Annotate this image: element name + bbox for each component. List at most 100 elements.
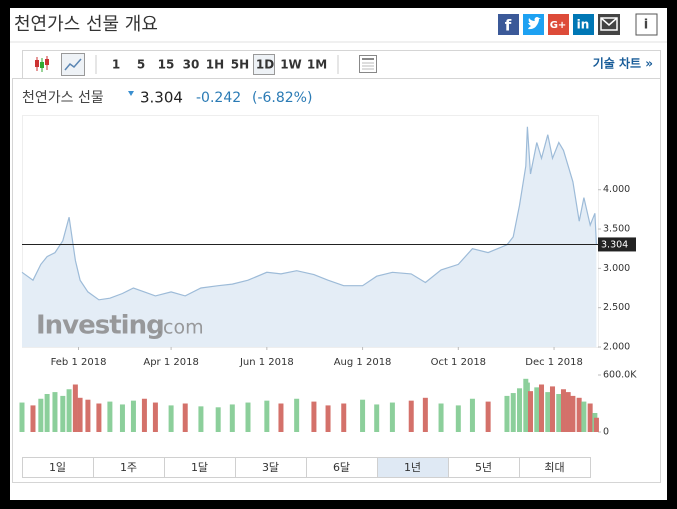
volume-bar [510, 393, 516, 432]
candle-icon[interactable] [35, 56, 49, 72]
y-tick-label: 3.000 [603, 263, 630, 274]
range-label[interactable]: 1일 [49, 460, 66, 474]
interval-button[interactable]: 15 [158, 58, 175, 72]
title: 천연가스 선물 개요 [14, 14, 158, 35]
line-icon-glyph [64, 58, 82, 71]
volume-bar [72, 384, 78, 432]
plot: 2.000 2.500 3.000 3.500 4.000 Feb 1 2018 Apr 1… [19, 115, 637, 438]
last-value-box [598, 237, 636, 252]
volume-bar [182, 403, 188, 432]
chart-frame [12, 78, 661, 483]
last-value-label: 3.304 [601, 239, 628, 250]
range-label[interactable]: 6달 [333, 461, 350, 474]
volume-bar [549, 386, 555, 432]
settings-icon[interactable] [359, 55, 377, 73]
volume-bar [593, 417, 599, 432]
volume-bar [152, 402, 158, 432]
quote-change: -0.242 [196, 90, 241, 106]
price-area [22, 126, 597, 347]
quote-price: 3.304 [140, 89, 183, 107]
price-line [21, 126, 597, 301]
interval-button[interactable]: 1W [280, 58, 302, 72]
volume-bar [85, 399, 91, 432]
volume-bar [198, 406, 204, 432]
line-icon[interactable] [61, 53, 85, 76]
volume-bar [311, 401, 317, 432]
interval-button[interactable]: 5 [137, 58, 145, 72]
volume-bar [30, 405, 36, 432]
volume-bar [245, 402, 251, 432]
interval-button[interactable]: 30 [183, 58, 200, 72]
volume-bar [60, 395, 66, 432]
volume-bar [278, 403, 284, 432]
info-label: i [644, 18, 648, 33]
volume-bar [587, 403, 593, 432]
volume-bar [389, 402, 395, 432]
volume-bar [19, 402, 25, 432]
range-button[interactable] [519, 457, 591, 478]
volume-bar [44, 394, 50, 432]
range-label[interactable]: 5년 [475, 461, 492, 474]
facebook[interactable] [498, 14, 519, 35]
volume-bar [325, 405, 331, 432]
volume-bar [422, 397, 428, 432]
volume-bar [294, 398, 300, 432]
volume-tick-label: 0 [603, 427, 609, 438]
volume-bar [168, 405, 174, 432]
email-flap [600, 17, 618, 26]
volume-bar [545, 392, 551, 432]
interval-button[interactable]: 1M [307, 58, 327, 72]
volume-bar [107, 401, 113, 432]
google-plus[interactable] [548, 14, 569, 35]
interval-button[interactable]: 1H [206, 58, 224, 72]
linkedin-label: in [577, 18, 590, 32]
quote-change-pct: (-6.82%) [252, 90, 312, 106]
volume-bar [38, 398, 44, 432]
y-tick-label: 3.500 [603, 224, 630, 235]
volume-bar [438, 403, 444, 432]
volume-bar [215, 407, 221, 432]
volume-bar [52, 392, 58, 432]
volume-tick-label: 600.0K [603, 370, 637, 381]
interval-button[interactable]: 1 [112, 58, 120, 72]
volume-bar [560, 389, 566, 432]
advanced-chart-link[interactable]: 기술 차트 » [593, 56, 653, 71]
volume-bar [576, 397, 582, 432]
range-label[interactable]: 1주 [120, 461, 137, 474]
range-label[interactable]: 1달 [191, 461, 208, 474]
volume-bar [119, 404, 125, 432]
volume-bar [455, 405, 461, 432]
linkedin[interactable] [573, 14, 594, 35]
watermark-suffix: .com [157, 317, 204, 339]
y-tick-label: 2.000 [603, 342, 630, 353]
volume-bar [485, 401, 491, 432]
twitter-icon [528, 17, 541, 30]
interval-button[interactable]: 5H [231, 58, 249, 72]
range-label[interactable]: 3달 [262, 461, 279, 474]
volume-bar [229, 404, 235, 432]
volume-bar [141, 398, 147, 432]
dropdown-arrow[interactable] [128, 91, 134, 96]
volume-bar [556, 394, 562, 432]
info[interactable] [635, 13, 658, 36]
volume-bar [581, 401, 587, 432]
quote-name: 천연가스 선물 [22, 90, 104, 106]
volume-bar [77, 397, 83, 432]
interval-button[interactable]: 1D [256, 58, 274, 72]
y-tick-label: 2.500 [603, 302, 630, 313]
google-label: G+ [550, 20, 567, 31]
volume-bar [570, 395, 576, 432]
x-tick-label: Jun 1 2018 [239, 357, 294, 368]
range-label[interactable]: 최대 [544, 461, 564, 474]
volume-bar [96, 403, 102, 432]
volume-bar [66, 389, 72, 432]
facebook-label: f [505, 17, 512, 35]
x-tick-label: Oct 1 2018 [431, 357, 486, 368]
range-bar: 1일 1주 1달 3달 6달 1년 5년 최대 [22, 457, 591, 478]
range-label[interactable]: 1년 [404, 461, 421, 474]
x-tick-label: Apr 1 2018 [143, 357, 198, 368]
interval-active[interactable] [253, 54, 275, 75]
x-tick-label: Feb 1 2018 [51, 357, 107, 368]
volume-bar [374, 404, 380, 432]
